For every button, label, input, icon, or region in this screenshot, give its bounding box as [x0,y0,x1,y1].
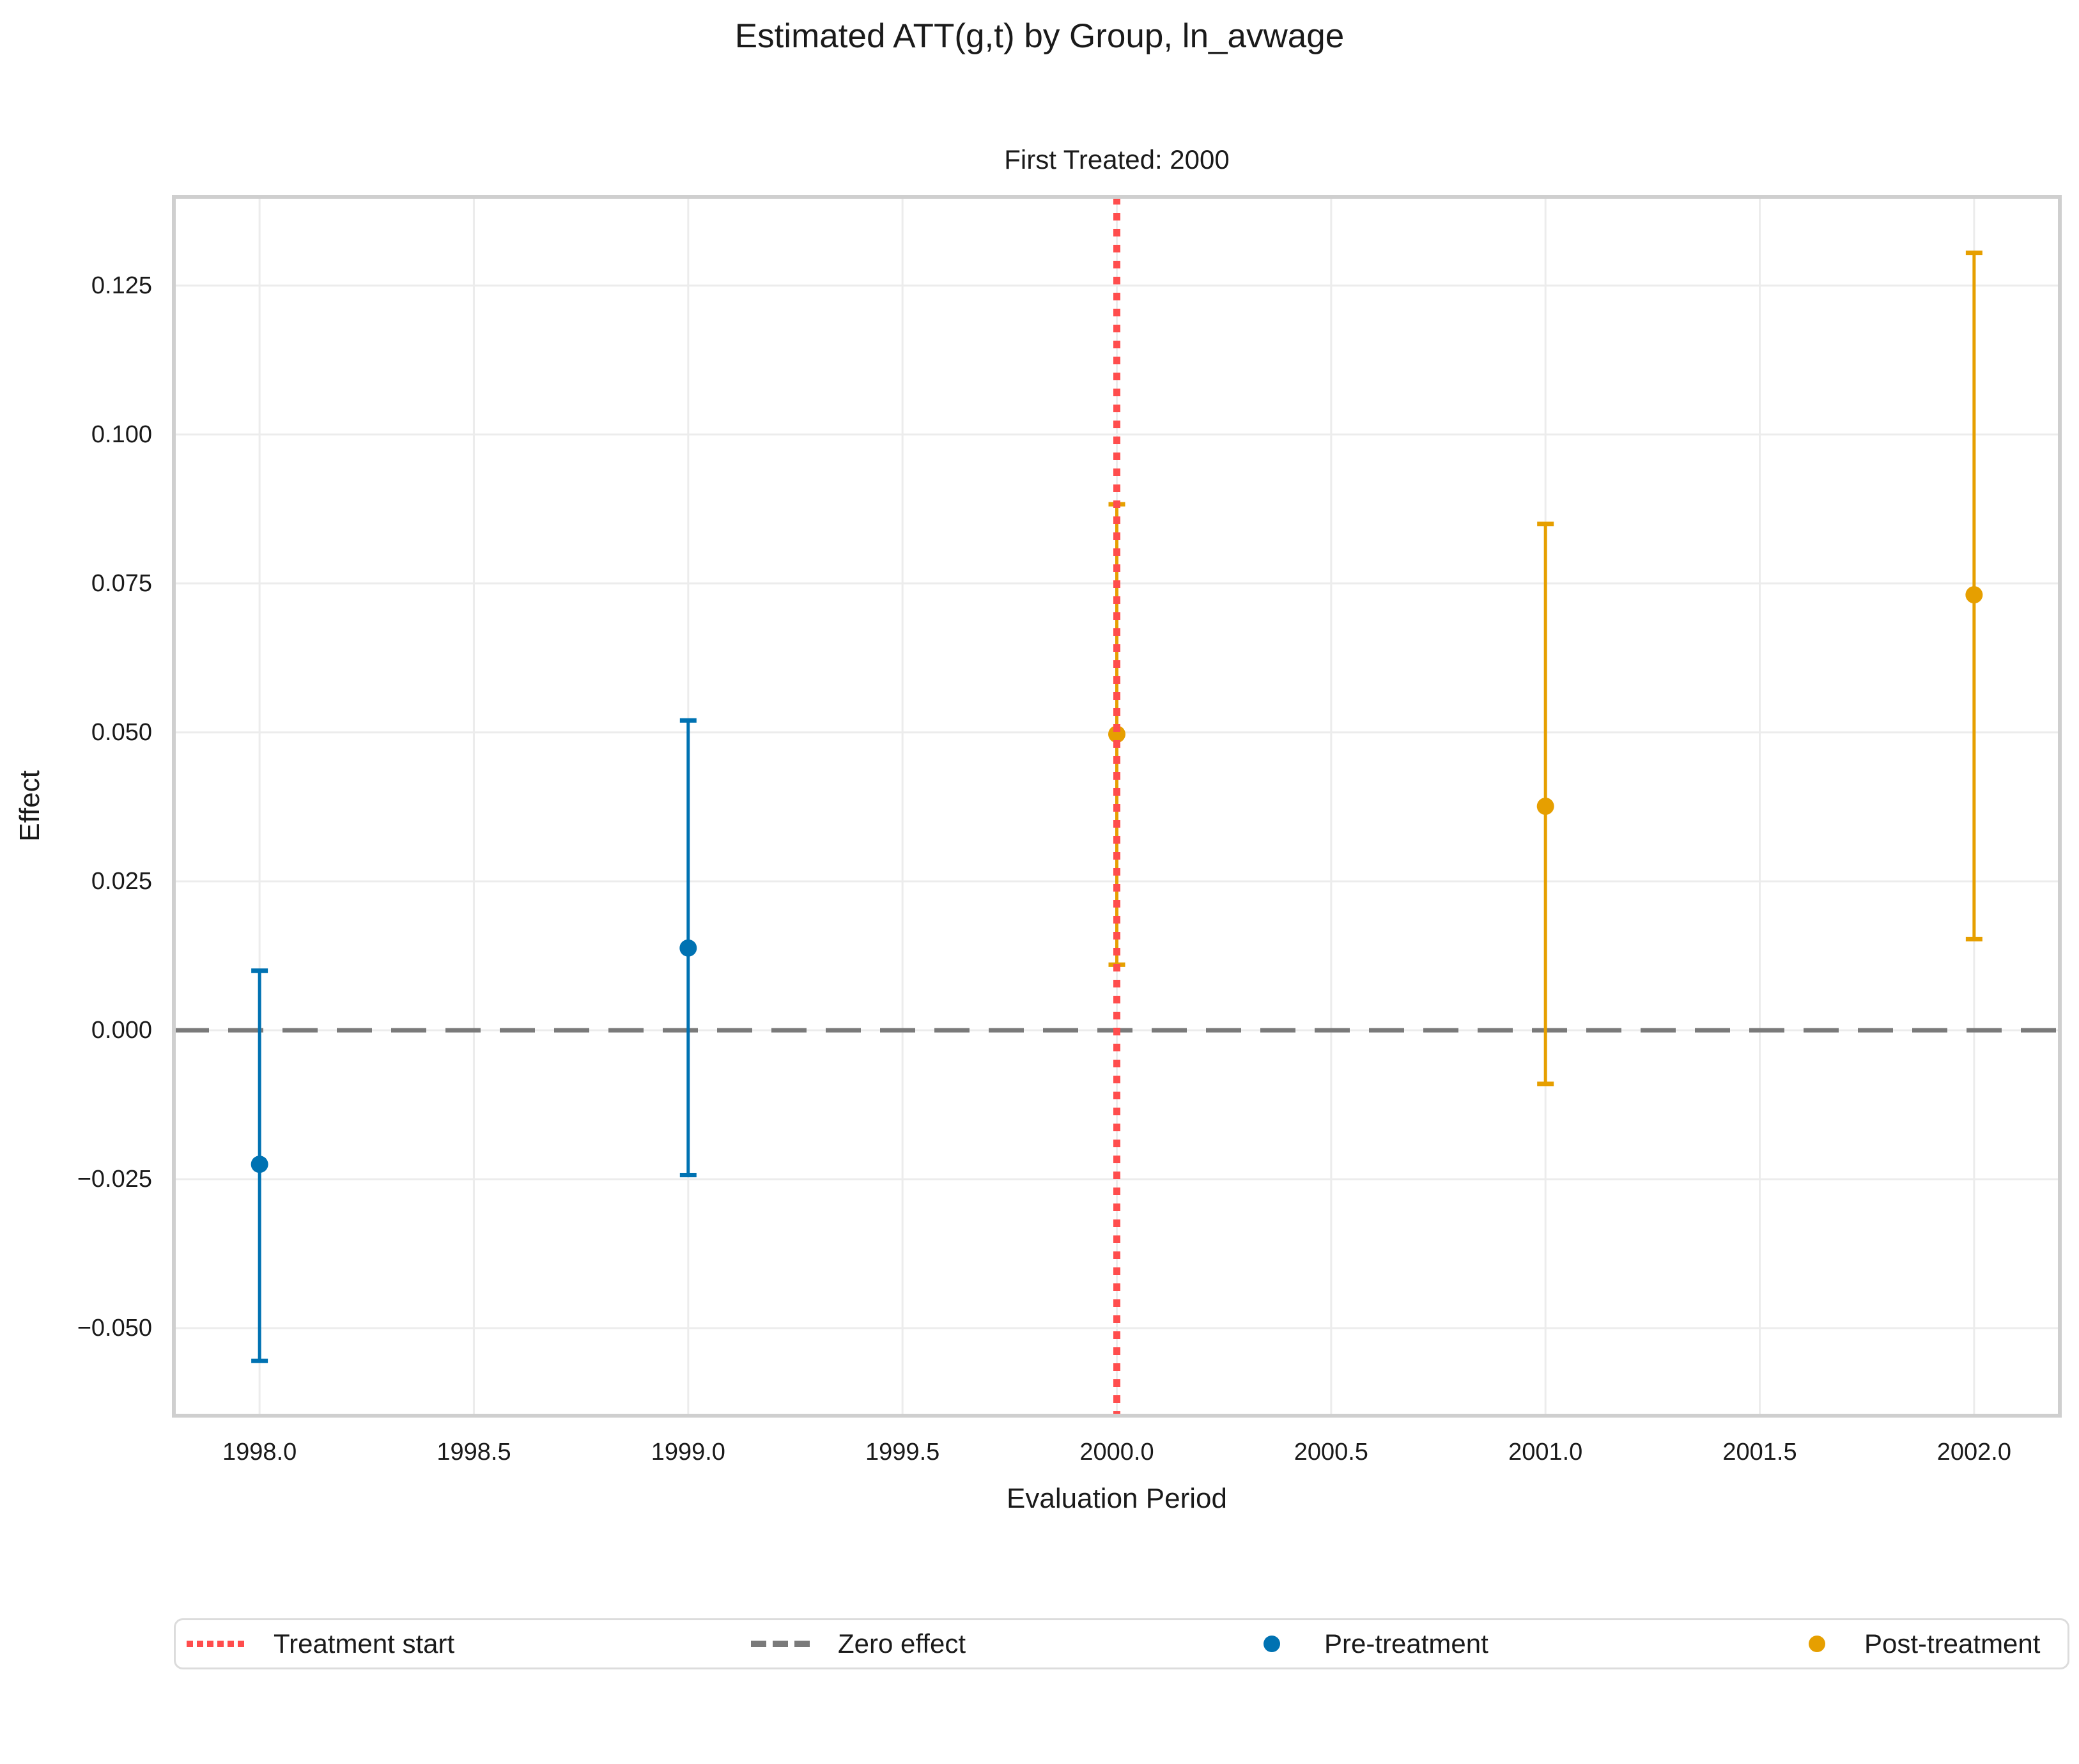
x-tick-label: 1998.0 [222,1439,297,1466]
legend: Treatment start Zero effect Pre-treatmen… [174,1618,2069,1669]
chart-title: Estimated ATT(g,t) by Group, ln_avwage [734,17,1345,55]
y-tick-label: 0.050 [91,719,152,746]
dot-marker-icon [1809,1636,1825,1652]
data-point [251,1156,268,1173]
legend-label: Post-treatment [1864,1629,2041,1659]
y-tick-label: 0.075 [91,570,152,597]
x-tick-label: 2000.0 [1079,1439,1154,1466]
y-tick-label: 0.125 [91,272,152,299]
x-tick-label: 1999.0 [651,1439,725,1466]
dot-marker-icon [1264,1636,1280,1652]
legend-label: Pre-treatment [1324,1629,1488,1659]
x-tick-label: 2000.5 [1294,1439,1368,1466]
data-point [1965,586,1983,604]
legend-label: Treatment start [274,1629,455,1659]
y-tick-label: −0.050 [77,1315,152,1342]
y-tick-label: 0.000 [91,1017,152,1044]
x-tick-label: 1999.5 [865,1439,939,1466]
y-tick-label: 0.025 [91,868,152,895]
dashed-line-swatch [751,1641,810,1647]
x-tick-label: 2001.5 [1722,1439,1797,1466]
data-point [1536,798,1554,815]
data-point [1108,725,1125,743]
chart-subtitle: First Treated: 2000 [1004,144,1230,174]
y-tick-label: 0.100 [91,421,152,448]
y-tick-label: −0.025 [77,1166,152,1193]
x-tick-label: 2002.0 [1937,1439,2011,1466]
x-axis-label: Evaluation Period [1007,1483,1227,1514]
x-tick-label: 1998.5 [437,1439,511,1466]
legend-label: Zero effect [838,1629,966,1659]
data-point [679,939,697,957]
dotted-line-swatch [187,1641,245,1647]
x-tick-label: 2001.0 [1508,1439,1582,1466]
plot-border [172,195,2062,1418]
